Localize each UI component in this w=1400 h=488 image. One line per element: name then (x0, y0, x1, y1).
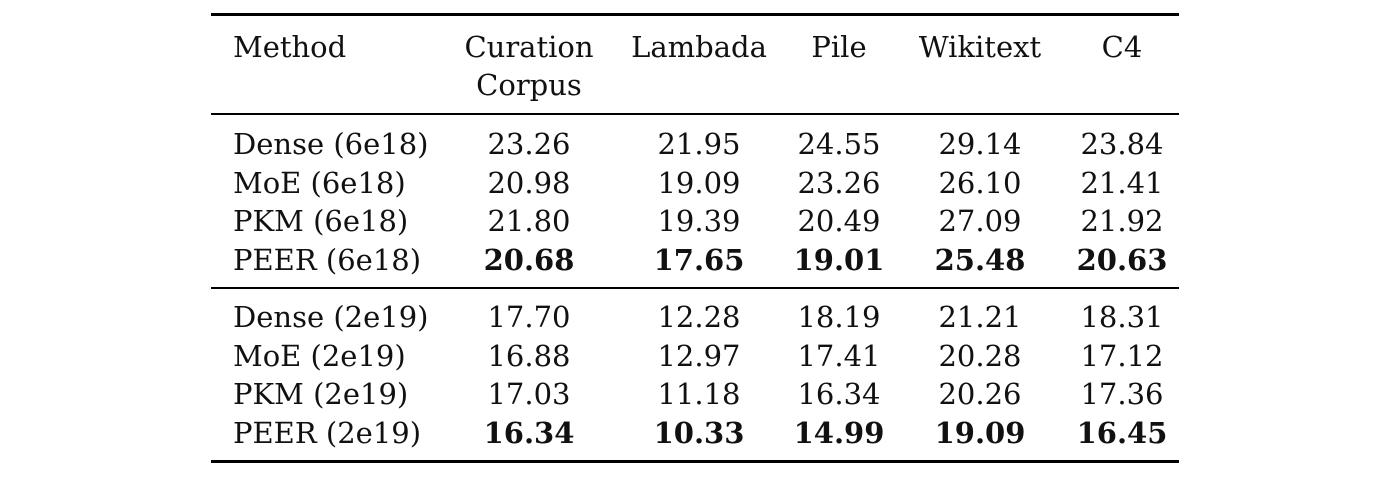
value-cell: 17.41 (797, 338, 881, 373)
value-cell: 20.26 (938, 377, 1022, 411)
method-cell: Dense (2e19) (233, 300, 429, 334)
results-table-container: Method Curation Corpus Lambada Pile Wikit… (211, 13, 1179, 463)
method-cell: MoE (6e18) (233, 165, 406, 200)
table-row: PEER (6e18) 20.68 17.65 19.01 25.48 20.63 (211, 241, 1179, 289)
value-cell: 11.18 (657, 377, 741, 411)
table-row: MoE (6e18) 20.98 19.09 23.26 26.10 21.41 (211, 164, 1179, 203)
header-wikitext-label: Wikitext (918, 30, 1042, 64)
value-cell: 16.45 (1076, 415, 1168, 450)
header-pile-label: Pile (811, 30, 867, 64)
value-cell: 17.70 (487, 300, 571, 334)
method-cell: PKM (2e19) (233, 377, 409, 411)
value-cell: 18.31 (1080, 300, 1164, 334)
method-cell: PEER (6e18) (233, 242, 422, 277)
value-cell: 23.26 (487, 127, 571, 161)
table-group-2e19: Dense (2e19) 17.70 12.28 18.19 21.21 18.31 MoE… (211, 288, 1179, 462)
header-method-label: Method (233, 30, 347, 64)
value-cell: 20.63 (1076, 242, 1168, 277)
value-cell: 10.33 (653, 415, 745, 450)
table-row: PEER (2e19) 16.34 10.33 14.99 19.09 16.45 (211, 414, 1179, 462)
method-cell: Dense (6e18) (233, 127, 429, 161)
method-cell: PKM (6e18) (233, 204, 409, 238)
value-cell: 19.01 (793, 242, 885, 277)
value-cell: 12.97 (657, 338, 741, 373)
value-cell: 21.21 (938, 300, 1022, 334)
header-row: Method Curation Corpus Lambada Pile Wikit… (211, 14, 1179, 115)
value-cell: 16.34 (483, 415, 575, 450)
header-curation-corpus: Curation Corpus (443, 15, 615, 115)
header-c4: C4 (1065, 15, 1179, 115)
value-cell: 27.09 (938, 204, 1022, 238)
value-cell: 21.41 (1080, 165, 1164, 200)
value-cell: 18.19 (797, 300, 881, 334)
value-cell: 17.65 (653, 242, 745, 277)
value-cell: 29.14 (938, 127, 1022, 161)
header-pile: Pile (783, 15, 895, 115)
header-lambada-label: Lambada (631, 30, 767, 64)
method-cell: MoE (2e19) (233, 338, 406, 373)
value-cell: 21.95 (657, 127, 741, 161)
table-row: PKM (6e18) 21.80 19.39 20.49 27.09 21.92 (211, 202, 1179, 241)
value-cell: 12.28 (657, 300, 741, 334)
method-cell: PEER (2e19) (233, 415, 422, 450)
value-cell: 20.49 (797, 204, 881, 238)
header-method: Method (211, 15, 443, 115)
table-header: Method Curation Corpus Lambada Pile Wikit… (211, 14, 1179, 115)
value-cell: 17.36 (1080, 377, 1164, 411)
value-cell: 25.48 (934, 242, 1026, 277)
table-row: Dense (2e19) 17.70 12.28 18.19 21.21 18.31 (211, 288, 1179, 337)
header-curation-line1: Curation (464, 30, 594, 64)
value-cell: 23.26 (797, 165, 881, 200)
table-row: MoE (2e19) 16.88 12.97 17.41 20.28 17.12 (211, 337, 1179, 376)
value-cell: 16.34 (797, 377, 881, 411)
table-row: Dense (6e18) 23.26 21.95 24.55 29.14 23.84 (211, 114, 1179, 164)
value-cell: 14.99 (793, 415, 885, 450)
value-cell: 17.03 (487, 377, 571, 411)
value-cell: 21.92 (1080, 204, 1164, 238)
header-lambada: Lambada (615, 15, 783, 115)
value-cell: 23.84 (1080, 127, 1164, 161)
value-cell: 24.55 (797, 127, 881, 161)
value-cell: 19.09 (934, 415, 1026, 450)
value-cell: 19.39 (657, 204, 741, 238)
value-cell: 21.80 (487, 204, 571, 238)
header-c4-label: C4 (1101, 30, 1143, 64)
value-cell: 17.12 (1080, 338, 1164, 373)
table-group-6e18: Dense (6e18) 23.26 21.95 24.55 29.14 23.84 MoE… (211, 114, 1179, 288)
header-wikitext: Wikitext (895, 15, 1065, 115)
value-cell: 16.88 (487, 338, 571, 373)
results-table: Method Curation Corpus Lambada Pile Wikit… (211, 13, 1179, 463)
value-cell: 20.68 (483, 242, 575, 277)
value-cell: 20.98 (487, 165, 571, 200)
value-cell: 26.10 (938, 165, 1022, 200)
value-cell: 19.09 (657, 165, 741, 200)
header-curation-line2: Corpus (476, 68, 582, 102)
value-cell: 20.28 (938, 338, 1022, 373)
table-row: PKM (2e19) 17.03 11.18 16.34 20.26 17.36 (211, 375, 1179, 414)
